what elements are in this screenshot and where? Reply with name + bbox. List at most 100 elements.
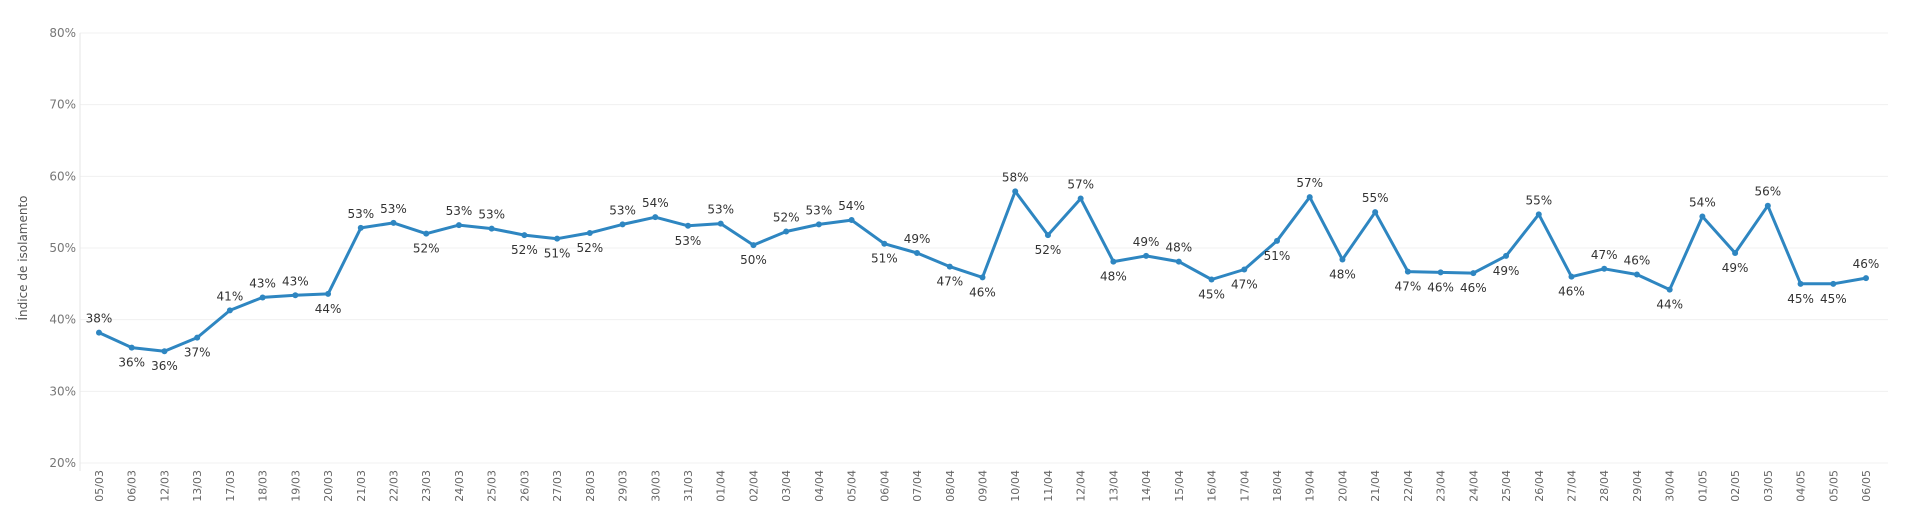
data-label: 52% [576, 241, 603, 255]
data-label: 58% [1002, 170, 1029, 184]
data-point [325, 290, 332, 297]
x-tick-label: 25/04 [1500, 470, 1513, 502]
x-tick-label: 02/05 [1729, 470, 1742, 502]
data-point [946, 263, 953, 270]
data-point [554, 235, 561, 242]
data-point [1470, 270, 1477, 277]
data-point [750, 242, 757, 249]
data-point [1012, 188, 1019, 195]
x-tick-label: 03/05 [1762, 470, 1775, 502]
data-label: 46% [969, 285, 996, 299]
data-point [979, 274, 986, 281]
data-point [1764, 202, 1771, 209]
data-label: 43% [282, 274, 309, 288]
data-label: 48% [1329, 267, 1356, 281]
data-label: 49% [1493, 264, 1520, 278]
data-point [1274, 237, 1280, 244]
x-axis-ticks: 05/03 06/03 12/03 13/03 17/03 18/03 19/03 20/03… [93, 470, 1873, 502]
data-label: 52% [413, 242, 440, 256]
x-tick-label: 26/04 [1533, 470, 1546, 502]
x-tick-label: 21/03 [355, 470, 368, 502]
x-tick-label: 11/04 [1042, 470, 1055, 502]
x-tick-label: 18/03 [257, 470, 270, 502]
data-point [1044, 232, 1051, 239]
data-label: 52% [773, 211, 800, 225]
data-point [1732, 250, 1739, 257]
data-label: 55% [1362, 191, 1389, 205]
x-tick-label: 27/03 [551, 470, 564, 502]
data-label: 47% [1395, 280, 1422, 294]
data-point [1339, 256, 1346, 263]
x-tick-label: 01/05 [1696, 470, 1709, 502]
x-tick-label: 28/04 [1598, 470, 1611, 502]
x-tick-label: 19/03 [289, 470, 302, 502]
data-label: 53% [478, 208, 505, 222]
data-label: 53% [446, 204, 473, 218]
data-point [881, 240, 888, 247]
x-tick-label: 27/04 [1566, 470, 1579, 502]
data-point [1503, 252, 1510, 259]
data-label: 38% [86, 312, 113, 326]
data-point [1306, 194, 1313, 201]
x-tick-label: 16/04 [1206, 470, 1219, 502]
data-labels: 38% 36% 36% 37% 41% 43% 43% 44% 53% 53% 52% 53% 53% 5… [86, 170, 1880, 373]
data-label: 49% [1133, 235, 1160, 249]
data-label: 45% [1198, 288, 1225, 302]
data-label: 51% [544, 247, 571, 261]
x-tick-label: 05/03 [93, 470, 106, 502]
data-point [128, 344, 135, 351]
x-tick-label: 04/04 [813, 470, 826, 502]
data-point [1863, 275, 1869, 282]
data-label: 36% [151, 359, 178, 373]
data-point [848, 217, 855, 224]
data-point [619, 221, 626, 228]
x-tick-label: 13/04 [1107, 470, 1120, 502]
data-label: 51% [871, 252, 898, 266]
data-point [1568, 273, 1575, 280]
data-label: 46% [1558, 285, 1585, 299]
data-label: 52% [511, 243, 538, 257]
data-label: 52% [1035, 243, 1062, 257]
data-point [1830, 280, 1837, 287]
data-label: 48% [1100, 270, 1127, 284]
y-tick-label: 50% [49, 241, 76, 255]
x-tick-label: 06/05 [1860, 470, 1873, 502]
data-label: 54% [838, 199, 865, 213]
data-point [717, 220, 724, 227]
x-tick-label: 22/04 [1402, 470, 1415, 502]
data-point [1666, 286, 1673, 293]
y-tick-label: 30% [49, 384, 76, 398]
x-tick-label: 28/03 [584, 470, 597, 502]
data-point [455, 222, 462, 229]
data-point [357, 224, 364, 231]
x-tick-label: 17/03 [224, 470, 237, 502]
data-point [652, 214, 659, 221]
x-tick-label: 20/03 [322, 470, 335, 502]
y-axis-ticks: 20% 30% 40% 50% 60% 70% 80% [49, 26, 76, 470]
data-label: 53% [806, 203, 833, 217]
data-point [488, 225, 495, 232]
data-point [1601, 265, 1608, 272]
x-tick-label: 23/04 [1435, 470, 1448, 502]
x-tick-label: 18/04 [1271, 470, 1284, 502]
x-tick-label: 23/03 [420, 470, 433, 502]
data-label: 53% [380, 202, 407, 216]
data-point [1535, 211, 1542, 218]
data-label: 46% [1624, 254, 1651, 268]
data-label: 47% [1591, 248, 1618, 262]
x-tick-label: 24/04 [1467, 470, 1480, 502]
data-label: 49% [1722, 261, 1749, 275]
data-label: 55% [1525, 193, 1552, 207]
data-label: 45% [1820, 292, 1847, 306]
x-tick-label: 06/03 [126, 470, 139, 502]
data-point [586, 229, 593, 236]
data-point [390, 219, 397, 226]
data-point [1110, 258, 1117, 265]
y-tick-label: 80% [49, 26, 76, 40]
data-point [1437, 269, 1444, 276]
data-label: 45% [1787, 292, 1814, 306]
data-label: 53% [609, 203, 636, 217]
x-tick-label: 17/04 [1238, 470, 1251, 502]
x-tick-label: 29/04 [1631, 470, 1644, 502]
